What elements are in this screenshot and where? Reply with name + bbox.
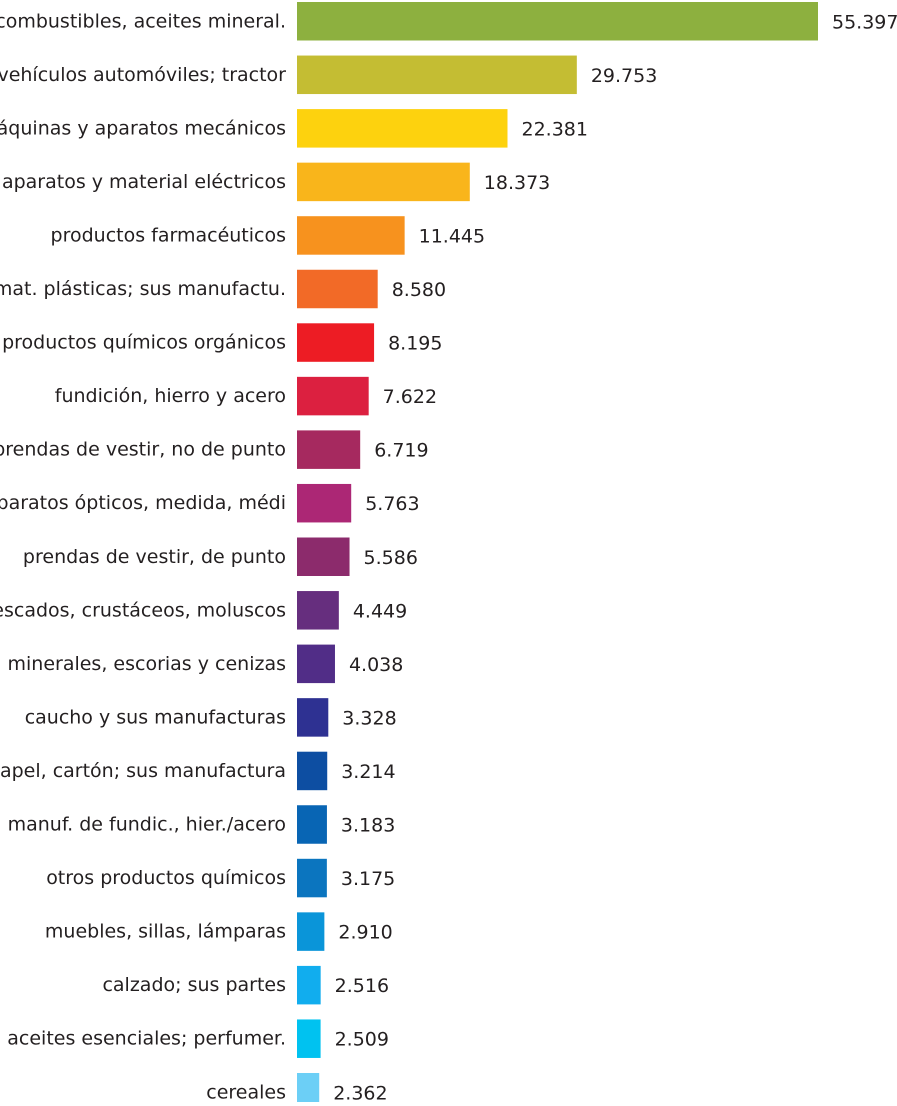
bar [297, 591, 339, 630]
bar [297, 751, 328, 791]
category-label: fundición, hierro y acero [55, 385, 286, 407]
category-label: aparatos y material eléctricos [2, 171, 286, 193]
bar [297, 1019, 321, 1058]
category-label: productos farmacéuticos [51, 224, 286, 246]
bar [297, 483, 352, 523]
value-label: 29.753 [591, 65, 657, 87]
value-label: 2.910 [338, 922, 392, 944]
bar [297, 269, 378, 309]
category-label: combustibles, aceites mineral. [0, 10, 286, 32]
category-label: cereales [206, 1081, 286, 1102]
bar [297, 430, 361, 469]
bar [297, 858, 327, 898]
value-label: 5.586 [364, 547, 418, 569]
bar [297, 109, 508, 148]
category-label: muebles, sillas, lámparas [45, 921, 286, 943]
bar [297, 323, 375, 362]
value-label: 2.509 [335, 1029, 389, 1051]
value-label: 5.763 [365, 493, 419, 515]
value-label: 22.381 [521, 118, 587, 140]
category-label: prendas de vestir, de punto [23, 546, 286, 568]
category-label: vehículos automóviles; tractor [0, 64, 286, 86]
value-label: 3.214 [341, 761, 395, 783]
category-label: papel, cartón; sus manufactura [0, 760, 286, 782]
category-label: calzado; sus partes [102, 974, 286, 996]
bar [297, 698, 329, 737]
value-label: 55.397 [832, 11, 897, 33]
bar [297, 216, 405, 255]
category-label: caucho y sus manufacturas [25, 706, 286, 728]
category-label: prendas de vestir, no de punto [0, 439, 286, 461]
value-label: 3.183 [341, 815, 395, 837]
value-label: 2.362 [333, 1082, 387, 1102]
value-label: 8.580 [392, 279, 446, 301]
bar [297, 376, 369, 416]
value-label: 18.373 [484, 172, 550, 194]
bar [297, 2, 818, 41]
category-label: mat. plásticas; sus manufactu. [0, 278, 286, 300]
category-label: manuf. de fundic., hier./acero [8, 814, 286, 836]
value-label: 3.175 [341, 868, 395, 890]
value-label: 6.719 [374, 440, 428, 462]
bar [297, 55, 577, 95]
value-label: 4.038 [349, 654, 403, 676]
value-label: 7.622 [383, 386, 437, 408]
category-label: minerales, escorias y cenizas [7, 653, 286, 675]
value-label: 4.449 [353, 600, 407, 622]
value-label: 11.445 [419, 225, 485, 247]
bar [297, 965, 321, 1005]
bar [297, 1073, 320, 1106]
bar [297, 537, 350, 576]
category-label: aceites esenciales; perfumer. [7, 1028, 286, 1050]
bar [297, 644, 335, 684]
value-label: 3.328 [342, 707, 396, 729]
bar [297, 162, 470, 202]
value-label: 8.195 [388, 333, 442, 355]
bar [297, 912, 325, 951]
category-label: otros productos químicos [46, 867, 286, 889]
category-label: pescados, crustáceos, moluscos [0, 599, 286, 621]
category-label: aparatos ópticos, medida, médi [0, 492, 286, 514]
bar [297, 805, 327, 844]
category-label: máquinas y aparatos mecánicos [0, 117, 286, 139]
value-label: 2.516 [335, 975, 389, 997]
category-label: productos químicos orgánicos [2, 332, 286, 354]
